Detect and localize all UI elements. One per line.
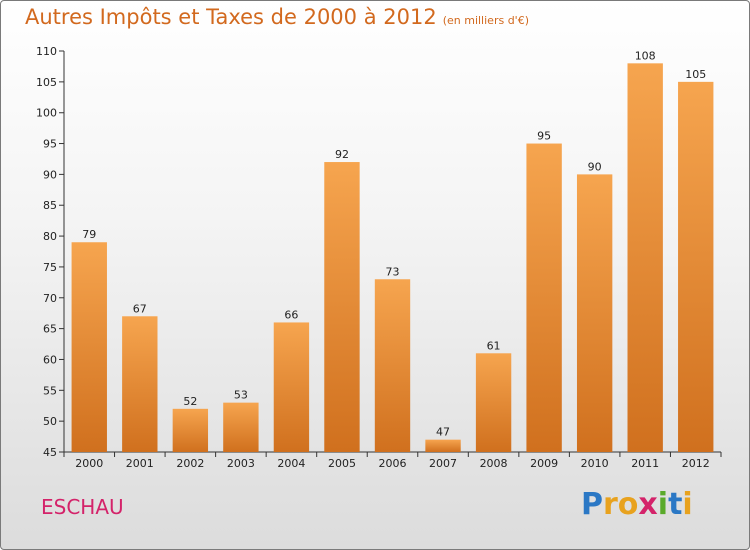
y-tick-label: 60 — [43, 353, 57, 366]
x-tick-label: 2006 — [379, 457, 407, 470]
y-tick-label: 55 — [43, 384, 57, 397]
data-label: 90 — [588, 160, 602, 173]
y-tick-label: 85 — [43, 199, 57, 212]
y-tick-label: 95 — [43, 138, 57, 151]
y-tick-label: 45 — [43, 446, 57, 459]
data-label: 105 — [685, 68, 706, 81]
data-label: 95 — [537, 130, 551, 143]
logo-letter: o — [617, 487, 639, 522]
bar — [576, 174, 613, 452]
logo-letter: r — [603, 487, 618, 522]
x-tick-label: 2000 — [75, 457, 103, 470]
place-name: ESCHAU — [41, 495, 124, 519]
x-axis: 2000 2001 2002 2003 2004 2005 2006 2007 2008 2009… — [63, 451, 722, 470]
bar — [172, 408, 209, 452]
data-label: 61 — [487, 339, 501, 352]
logo-letter: i — [657, 487, 669, 522]
data-labels: 79 67 52 53 66 92 73 47 61 95 90 108 105 — [82, 49, 706, 438]
x-tick-label: 2009 — [530, 457, 558, 470]
data-label: 73 — [386, 265, 400, 278]
x-tick-label: 2005 — [328, 457, 356, 470]
logo-letter: i — [682, 487, 693, 522]
x-tick-label: 2004 — [277, 457, 305, 470]
x-tick-label: 2008 — [480, 457, 508, 470]
y-tick-label: 110 — [36, 45, 57, 58]
y-tick-label: 105 — [36, 76, 57, 89]
data-label: 108 — [635, 49, 656, 62]
chart-title: Autres Impôts et Taxes de 2000 à 2012 (en… — [25, 5, 529, 29]
data-label: 53 — [234, 389, 248, 402]
x-tick-label: 2002 — [176, 457, 204, 470]
y-tick-label: 90 — [43, 168, 57, 181]
x-tick-label: 2010 — [581, 457, 609, 470]
x-tick-label: 2003 — [227, 457, 255, 470]
x-tick-label: 2007 — [429, 457, 457, 470]
y-tick-label: 100 — [36, 107, 57, 120]
bar — [374, 279, 411, 452]
bar — [678, 81, 714, 452]
data-label: 92 — [335, 148, 349, 161]
logo-letter: P — [581, 487, 603, 522]
bar — [475, 353, 512, 452]
bar — [425, 439, 461, 452]
bar — [273, 322, 310, 452]
y-tick-label: 65 — [43, 323, 57, 336]
chart-title-unit: (en milliers d'€) — [442, 14, 529, 27]
x-tick-label: 2001 — [126, 457, 154, 470]
y-axis: 45 50 55 60 65 70 75 80 85 90 95 100 105 110 — [36, 45, 65, 459]
bar — [526, 143, 562, 453]
bars — [71, 63, 714, 453]
logo-letter: x — [638, 487, 658, 522]
bar — [223, 402, 259, 452]
y-tick-label: 75 — [43, 261, 57, 274]
y-tick-label: 70 — [43, 292, 57, 305]
bar — [627, 63, 663, 452]
logo-letter: t — [668, 487, 683, 522]
data-label: 79 — [82, 228, 96, 241]
data-label: 52 — [183, 395, 197, 408]
bar — [122, 316, 158, 452]
data-label: 66 — [284, 308, 298, 321]
x-tick-label: 2011 — [631, 457, 659, 470]
x-tick-label: 2012 — [682, 457, 710, 470]
y-tick-label: 50 — [43, 415, 57, 428]
bar — [324, 162, 360, 453]
data-label: 67 — [133, 302, 147, 315]
bar — [71, 242, 107, 452]
chart-title-main: Autres Impôts et Taxes de 2000 à 2012 — [25, 5, 437, 29]
data-label: 47 — [436, 426, 450, 439]
proxiti-logo: Proxiti — [581, 487, 693, 522]
y-tick-label: 80 — [43, 230, 57, 243]
